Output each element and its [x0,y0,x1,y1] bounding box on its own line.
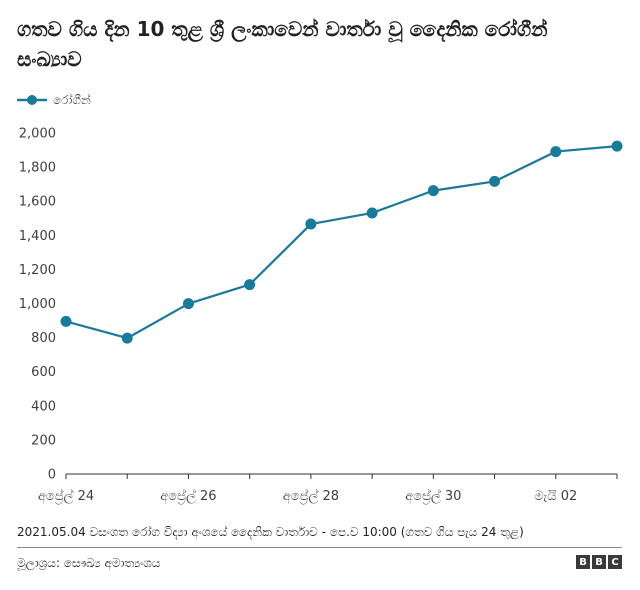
series-layer [60,140,623,344]
x-tick-label: අප්‍රේල් 26 [160,488,216,504]
legend-label: රෝගීන් [53,92,91,107]
line-chart: 0 200 400 600 800 1,000 1,200 1,400 1,600 1,800 2,… [19,127,623,504]
y-tick-label: 400 [31,399,56,414]
data-point [489,175,501,187]
series-line [65,145,618,340]
data-point [366,207,378,219]
data-point [182,298,194,310]
chart-title: ගතව ගිය දින 10 තුළ ශ්‍රී ලංකාවෙන් වාර්තා… [17,17,548,71]
data-point [121,332,133,344]
data-point [550,146,562,158]
data-point [60,315,72,327]
legend-line-marker-icon [17,95,47,105]
y-tick-label: 1,400 [19,229,56,244]
y-tick-label: 0 [48,468,56,483]
y-tick-label: 1,200 [19,263,56,278]
y-tick-label: 1,800 [19,161,56,176]
y-tick-label: 1,000 [19,297,56,312]
x-axis: අප්‍රේල් 24 අප්‍රේල් 26 අප්‍රේල් 28 අප්‍රේල… [38,473,618,504]
y-tick-label: 800 [31,331,56,346]
data-point [427,185,439,197]
x-tick-label: මැයි 02 [534,489,577,504]
y-axis: 0 200 400 600 800 1,000 1,200 1,400 1,600 1,800 2,… [19,127,56,483]
bbc-logo-letter: B [576,555,590,569]
bbc-logo-letter: B [592,555,606,569]
legend: රෝගීන් [17,90,91,110]
bbc-logo: B B C [576,555,622,569]
footer-divider [17,547,622,548]
y-tick-label: 2,000 [19,127,56,142]
x-tick-label: අප්‍රේල් 28 [283,488,339,504]
x-tick-label: අප්‍රේල් 24 [38,488,94,504]
y-tick-label: 200 [31,433,56,448]
y-tick-label: 600 [31,365,56,380]
data-point [611,140,623,152]
bbc-logo-letter: C [608,555,622,569]
y-tick-label: 1,600 [19,195,56,210]
x-tick-label: අප්‍රේල් 30 [405,488,461,504]
data-point [244,279,256,291]
source-credit: මූලාශ්‍රය: සෞඛ්‍ය අමාත්‍යංශය [17,556,161,570]
footnote: 2021.05.04 වසංගත රෝග විද්‍යා අංශයේ දෛනික… [17,525,524,539]
data-point [305,218,317,230]
